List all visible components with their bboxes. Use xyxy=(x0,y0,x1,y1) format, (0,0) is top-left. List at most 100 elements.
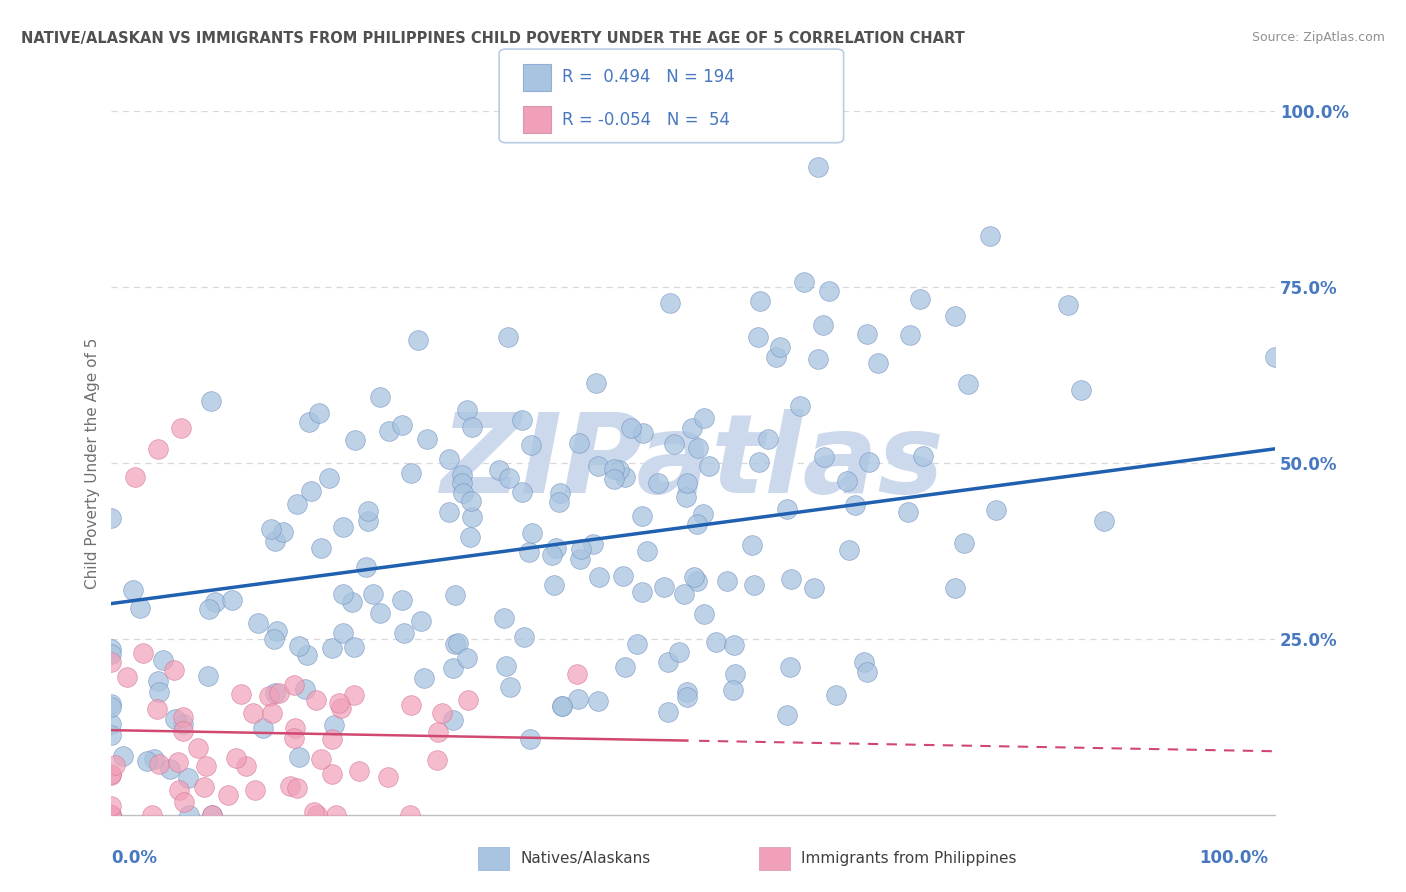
Point xyxy=(299,484,322,499)
Point xyxy=(430,706,453,721)
Point xyxy=(652,580,675,594)
Point xyxy=(325,807,347,822)
Point xyxy=(567,692,589,706)
Point xyxy=(406,333,429,347)
Point xyxy=(631,584,654,599)
Point xyxy=(543,578,565,592)
Point xyxy=(413,671,436,685)
Point xyxy=(100,641,122,656)
Point xyxy=(835,474,858,488)
Point xyxy=(200,394,222,409)
Point xyxy=(100,655,122,669)
Point xyxy=(401,698,423,712)
Point xyxy=(288,640,311,654)
Point xyxy=(495,659,517,673)
Point xyxy=(1070,384,1092,398)
Point xyxy=(451,475,474,490)
Point xyxy=(510,412,533,426)
Point xyxy=(672,587,695,601)
Point xyxy=(447,636,470,650)
Point xyxy=(620,421,643,435)
Point xyxy=(100,807,122,822)
Point xyxy=(100,807,122,822)
Point xyxy=(267,686,290,700)
Point xyxy=(519,438,541,452)
Point xyxy=(775,502,797,516)
Point xyxy=(169,782,191,797)
Point xyxy=(295,648,318,662)
Text: NATIVE/ALASKAN VS IMMIGRANTS FROM PHILIPPINES CHILD POVERTY UNDER THE AGE OF 5 C: NATIVE/ALASKAN VS IMMIGRANTS FROM PHILIP… xyxy=(21,31,965,46)
Point xyxy=(368,390,391,404)
Point xyxy=(548,486,571,500)
Point xyxy=(128,600,150,615)
Point xyxy=(131,646,153,660)
Point xyxy=(613,469,636,483)
Point xyxy=(100,716,122,731)
Point xyxy=(260,522,283,536)
Point xyxy=(824,688,846,702)
Point xyxy=(172,717,194,731)
Point xyxy=(148,673,170,688)
Point xyxy=(124,470,146,484)
Point xyxy=(243,783,266,797)
Point xyxy=(165,712,187,726)
Point xyxy=(631,508,654,523)
Point xyxy=(807,160,830,174)
Point xyxy=(588,570,610,584)
Point xyxy=(706,635,728,649)
Point xyxy=(685,574,707,589)
Point xyxy=(304,692,326,706)
Point xyxy=(309,541,332,555)
Point xyxy=(565,666,588,681)
Point xyxy=(779,659,801,673)
Point xyxy=(294,682,316,697)
Point xyxy=(675,685,697,699)
Point xyxy=(225,751,247,765)
Point xyxy=(354,560,377,574)
Point xyxy=(1264,350,1286,364)
Point xyxy=(357,514,380,528)
Point xyxy=(855,665,877,680)
Point xyxy=(456,651,478,665)
Point xyxy=(143,752,166,766)
Point xyxy=(603,462,626,476)
Text: 100.0%: 100.0% xyxy=(1199,849,1268,867)
Point xyxy=(603,471,626,485)
Point xyxy=(284,721,307,735)
Point xyxy=(1094,514,1116,528)
Point xyxy=(321,731,343,746)
Point xyxy=(657,655,679,669)
Point xyxy=(257,689,280,703)
Point xyxy=(953,535,976,549)
Point xyxy=(332,587,354,601)
Point xyxy=(231,687,253,701)
Point xyxy=(441,713,464,727)
Point xyxy=(776,708,799,723)
Point xyxy=(242,706,264,721)
Point xyxy=(551,699,574,714)
Point xyxy=(461,510,484,524)
Point xyxy=(686,517,709,532)
Point xyxy=(460,494,482,508)
Point xyxy=(612,569,634,583)
Point xyxy=(451,486,474,500)
Point xyxy=(844,498,866,512)
Point xyxy=(488,463,510,477)
Y-axis label: Child Poverty Under the Age of 5: Child Poverty Under the Age of 5 xyxy=(86,337,100,589)
Point xyxy=(721,683,744,698)
Point xyxy=(659,296,682,310)
Point xyxy=(838,542,860,557)
Point xyxy=(569,552,592,566)
Point xyxy=(162,663,184,677)
Point xyxy=(1057,298,1080,312)
Point xyxy=(439,452,461,467)
Point xyxy=(498,329,520,343)
Point xyxy=(340,595,363,609)
Point xyxy=(148,685,170,699)
Text: 0.0%: 0.0% xyxy=(111,849,157,867)
Point xyxy=(457,693,479,707)
Text: R =  0.494   N = 194: R = 0.494 N = 194 xyxy=(562,69,735,87)
Point xyxy=(298,415,321,429)
Point xyxy=(141,807,163,822)
Point xyxy=(278,779,301,793)
